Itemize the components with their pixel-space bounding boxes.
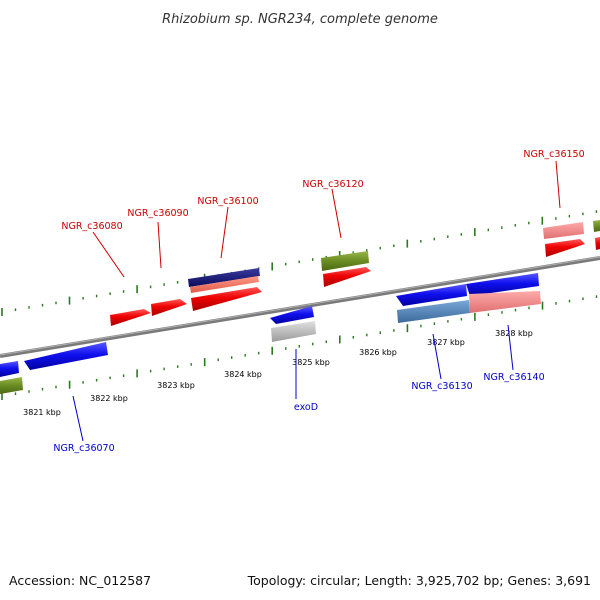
gene-forward-olive-1 [321, 251, 369, 271]
gene-reverse-steel [397, 300, 470, 323]
accession-text: Accession: NC_012587 [9, 573, 152, 588]
gene-reverse-blue-2 [24, 342, 108, 370]
gene-label-NGR_c36080: NGR_c36080 [61, 221, 122, 232]
leader-NGR_c36070 [72, 395, 84, 442]
gene-forward-salmon [190, 276, 259, 293]
gene-forward-navy [188, 268, 260, 287]
reverse-strand-ticks [1, 295, 598, 400]
gene-forward-olive-2 [593, 220, 600, 232]
genome-backbone-highlight [0, 256, 600, 356]
leader-NGR_c36150 [555, 160, 561, 209]
gene-label-NGR_c36150: NGR_c36150 [523, 149, 584, 160]
genome-summary-text: Topology: circular; Length: 3,925,702 bp… [247, 573, 591, 588]
leader-NGR_c36100 [220, 206, 229, 259]
map-title: Rhizobium sp. NGR234, complete genome [162, 12, 438, 27]
gene-label-NGR_c36070: NGR_c36070 [53, 443, 114, 454]
gene-forward-pink [543, 222, 584, 239]
gene-label-NGR_c36090: NGR_c36090 [127, 208, 188, 219]
leader-NGR_c36130 [432, 333, 442, 380]
leader-NGR_c36080 [92, 231, 125, 278]
tick-label-3821: 3821 kbp [23, 408, 61, 417]
gene-reverse-blue-4 [466, 273, 539, 296]
tick-label-3825: 3825 kbp [292, 358, 330, 367]
gene-label-NGR_c36120: NGR_c36120 [302, 179, 363, 190]
leader-NGR_c36090 [157, 221, 162, 269]
gene-forward-red-5 [545, 239, 585, 257]
tick-label-3823: 3823 kbp [157, 381, 195, 390]
gene-forward-red-4 [323, 267, 371, 287]
gene-forward-red-1 [110, 309, 151, 326]
genome-backbone [0, 256, 600, 358]
gene-reverse-pink [469, 291, 541, 313]
tick-label-3827: 3827 kbp [427, 338, 465, 347]
gene-reverse-olive [0, 377, 23, 394]
gene-label-exoD: exoD [294, 402, 318, 413]
gene-reverse-blue-3 [396, 284, 467, 306]
tick-label-3824: 3824 kbp [224, 370, 262, 379]
leader-NGR_c36120 [331, 188, 342, 239]
gene-reverse-grey [271, 321, 316, 342]
gene-forward-red-2 [151, 299, 187, 316]
tick-label-3822: 3822 kbp [90, 394, 128, 403]
gene-label-NGR_c36100: NGR_c36100 [197, 196, 258, 207]
tick-label-3828: 3828 kbp [495, 329, 533, 338]
gene-label-NGR_c36130: NGR_c36130 [411, 381, 472, 392]
gene-forward-red-6 [595, 237, 600, 250]
gene-forward-red-3 [191, 287, 262, 311]
leader-NGR_c36140 [507, 324, 514, 371]
tick-label-3826: 3826 kbp [359, 348, 397, 357]
gene-label-NGR_c36140: NGR_c36140 [483, 372, 544, 383]
gene-reverse-blue-1 [0, 361, 19, 377]
gene-reverse-blue-exoD [270, 306, 314, 324]
